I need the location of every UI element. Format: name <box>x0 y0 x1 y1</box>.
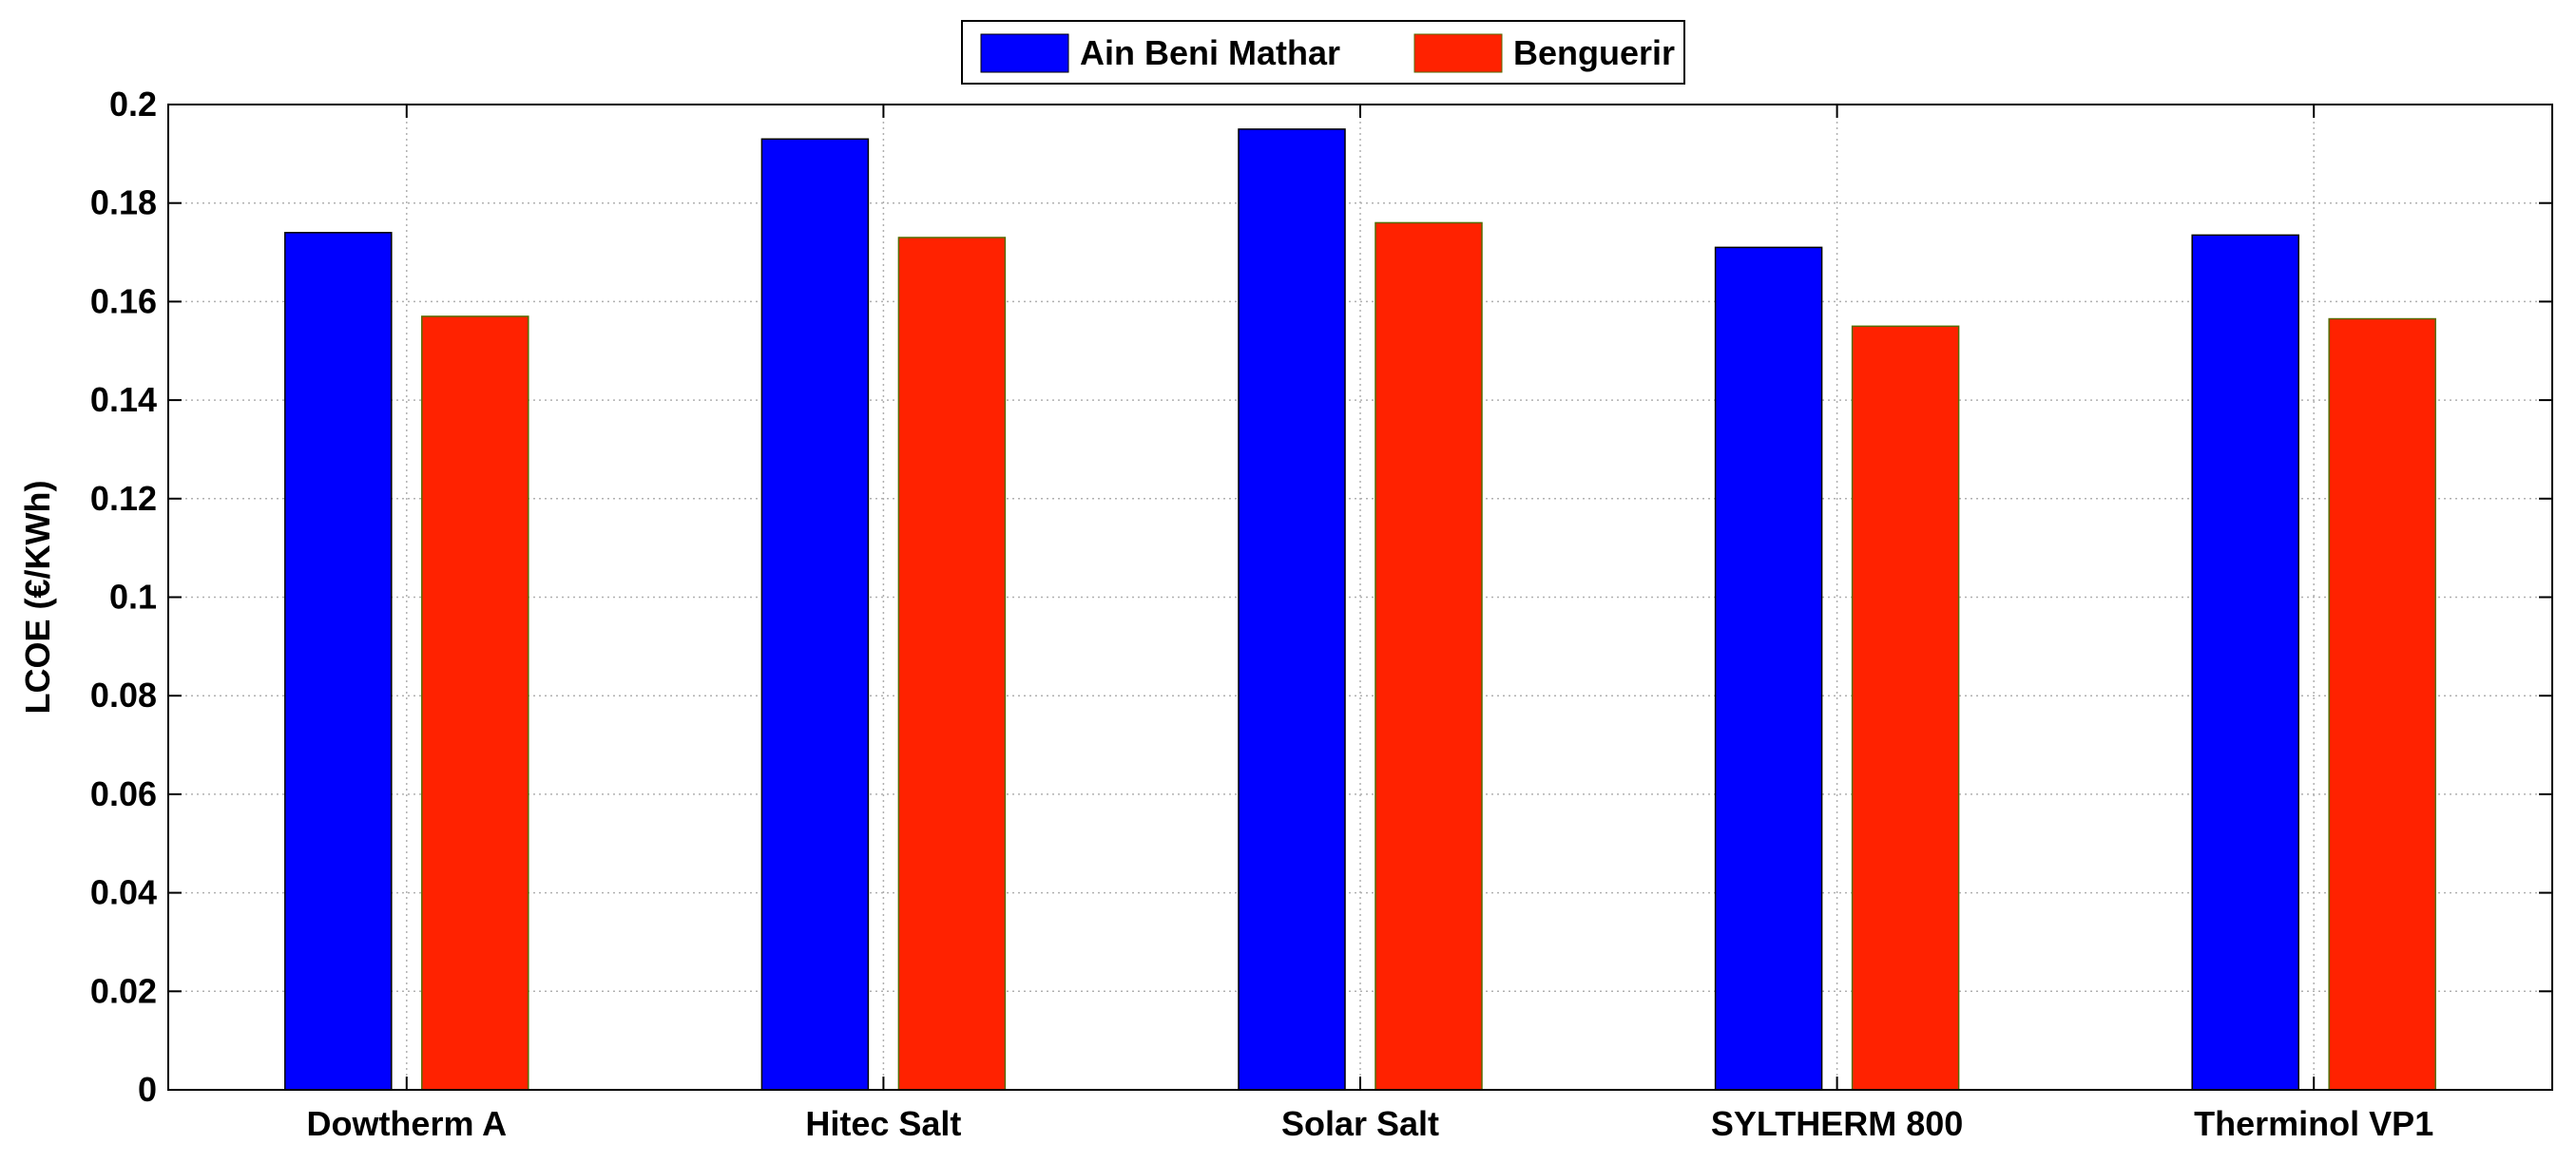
bar-ain-beni-mathar <box>1238 128 1346 1091</box>
x-tick-label: Solar Salt <box>1281 1104 1439 1143</box>
legend: Ain Beni Mathar Benguerir <box>961 20 1685 85</box>
y-tick-label: 0.02 <box>90 971 157 1010</box>
legend-swatch-ain-beni-mathar <box>980 33 1069 73</box>
bar-ain-beni-mathar <box>2191 234 2299 1091</box>
y-tick-label: 0.16 <box>90 281 157 320</box>
y-tick-label: 0.1 <box>109 578 157 617</box>
y-axis-title: LCOE (€/KWh) <box>18 481 57 715</box>
x-tick-label: SYLTHERM 800 <box>1711 1104 1963 1143</box>
axis-ticks: 0 0.02 0.04 0.06 0.08 0.1 0.12 0.14 0.16 0.18 0.2 D… <box>90 85 2552 1143</box>
bar-benguerir <box>1375 221 1483 1091</box>
legend-swatch-benguerir <box>1413 33 1503 73</box>
x-tick-label: Therminol VP1 <box>2194 1104 2433 1143</box>
x-tick-label: Hitec Salt <box>805 1104 961 1143</box>
bar-ain-beni-mathar <box>284 232 393 1091</box>
y-tick-label: 0.2 <box>109 85 157 124</box>
bar-ain-beni-mathar <box>1714 246 1823 1091</box>
bar-benguerir <box>897 237 1007 1091</box>
legend-label-benguerir: Benguerir <box>1513 33 1675 72</box>
bar-benguerir <box>2328 317 2436 1091</box>
bars <box>284 128 2436 1091</box>
y-tick-label: 0.18 <box>90 183 157 222</box>
x-tick-label: Dowtherm A <box>306 1104 507 1143</box>
y-tick-label: 0.12 <box>90 479 157 518</box>
y-tick-label: 0.04 <box>90 873 157 912</box>
bar-benguerir <box>421 315 529 1091</box>
y-tick-label: 0.06 <box>90 774 157 813</box>
y-tick-label: 0.14 <box>90 380 157 419</box>
bar-ain-beni-mathar <box>760 138 870 1091</box>
legend-label-ain-beni-mathar: Ain Beni Mathar <box>1080 33 1340 72</box>
grid-lines <box>168 105 2552 1090</box>
y-tick-label: 0.08 <box>90 676 157 715</box>
y-tick-label: 0 <box>138 1070 157 1109</box>
legend-box <box>961 20 1685 85</box>
bar-benguerir <box>1851 325 1960 1091</box>
